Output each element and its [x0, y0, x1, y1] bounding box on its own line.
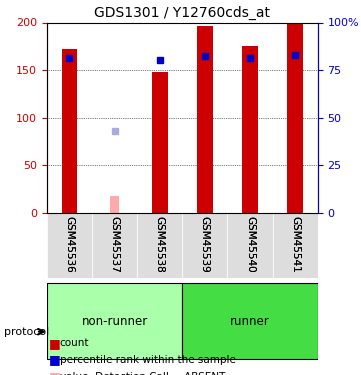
Text: GSM45539: GSM45539 — [200, 216, 210, 273]
FancyBboxPatch shape — [47, 213, 92, 278]
Text: ■: ■ — [49, 354, 61, 366]
FancyBboxPatch shape — [182, 283, 318, 358]
Bar — [152, 72, 168, 213]
FancyBboxPatch shape — [227, 213, 273, 278]
FancyBboxPatch shape — [47, 283, 182, 358]
Bar — [242, 46, 258, 213]
Text: GSM45541: GSM45541 — [290, 216, 300, 273]
FancyBboxPatch shape — [92, 213, 137, 278]
FancyBboxPatch shape — [137, 213, 182, 278]
Text: ■: ■ — [49, 337, 61, 350]
Text: GSM45537: GSM45537 — [110, 216, 119, 273]
Text: runner: runner — [230, 315, 270, 328]
Bar — [110, 196, 119, 213]
Bar — [62, 49, 77, 213]
Bar — [197, 26, 213, 213]
FancyBboxPatch shape — [273, 213, 318, 278]
Title: GDS1301 / Y12760cds_at: GDS1301 / Y12760cds_at — [94, 6, 270, 20]
FancyBboxPatch shape — [182, 213, 227, 278]
Text: ■: ■ — [49, 370, 61, 375]
Bar — [287, 22, 303, 213]
Text: GSM45536: GSM45536 — [65, 216, 74, 273]
Text: GSM45540: GSM45540 — [245, 216, 255, 273]
Text: GSM45536: GSM45536 — [65, 216, 74, 273]
Text: GSM45537: GSM45537 — [110, 216, 119, 273]
Text: non-runner: non-runner — [82, 315, 148, 328]
Text: count: count — [60, 338, 89, 348]
Text: GSM45539: GSM45539 — [200, 216, 210, 273]
Text: value, Detection Call = ABSENT: value, Detection Call = ABSENT — [60, 372, 225, 375]
Text: protocol: protocol — [4, 327, 49, 337]
Text: GSM45540: GSM45540 — [245, 216, 255, 273]
Text: GSM45538: GSM45538 — [155, 216, 165, 273]
Text: GSM45541: GSM45541 — [290, 216, 300, 273]
Text: percentile rank within the sample: percentile rank within the sample — [60, 355, 235, 365]
Text: GSM45538: GSM45538 — [155, 216, 165, 273]
